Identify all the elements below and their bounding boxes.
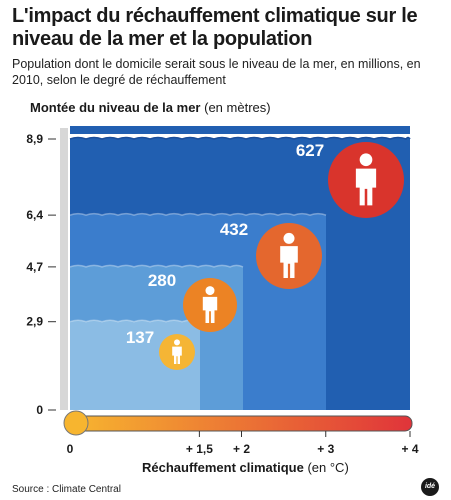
person-icon (355, 153, 377, 206)
water-wave-3 (69, 212, 327, 216)
source-note: Source : Climate Central (12, 484, 121, 495)
x-tick-label: + 1,5 (186, 442, 213, 456)
water-wave-2 (69, 264, 244, 268)
person-icon (172, 339, 182, 364)
person-icon-head (205, 286, 215, 296)
population-label: 280 (148, 271, 176, 290)
x-tick-label: + 2 (233, 442, 250, 456)
population-label: 137 (126, 328, 154, 347)
person-icon-body (172, 346, 182, 364)
population-label: 627 (296, 141, 324, 160)
x-tick-label: 0 (67, 442, 74, 456)
y-tick-label: 0 (36, 403, 43, 417)
water-wave-4 (69, 136, 411, 140)
y-tick-label: 8,9 (26, 132, 43, 146)
chart-subtitle: Population dont le domicile serait sous … (12, 57, 421, 87)
person-icon-body (280, 246, 298, 278)
y-axis-title-text: Montée du niveau de la mer (30, 100, 201, 115)
person-icon (202, 286, 218, 323)
person-icon-head (174, 339, 180, 346)
x-tick-label: + 3 (317, 442, 334, 456)
axis-band (60, 128, 68, 410)
x-axis-title-text: Réchauffement climatique (142, 460, 304, 475)
x-axis-unit: (en °C) (307, 460, 349, 475)
x-axis-title: Réchauffement climatique (en °C) (142, 460, 349, 475)
person-icon-body (202, 296, 218, 323)
y-tick-label: 4,7 (26, 260, 43, 274)
population-label: 432 (220, 220, 248, 239)
y-axis-unit: (en mètres) (204, 100, 271, 115)
y-axis-title: Montée du niveau de la mer (en mètres) (30, 100, 271, 115)
thermometer-bar (71, 415, 413, 432)
chart-title: L'impact du réchauffement climatique sur… (12, 5, 418, 50)
top-wave-strip (70, 126, 410, 134)
person-icon-head (283, 232, 295, 244)
person-icon (280, 232, 298, 278)
thermometer-bulb (63, 410, 89, 436)
person-icon-body (355, 168, 377, 206)
x-tick-label: + 4 (401, 442, 418, 456)
person-icon-head (359, 153, 373, 167)
publisher-logo: idé (421, 478, 439, 496)
y-tick-label: 6,4 (26, 208, 43, 222)
y-tick-label: 2,9 (26, 315, 43, 329)
